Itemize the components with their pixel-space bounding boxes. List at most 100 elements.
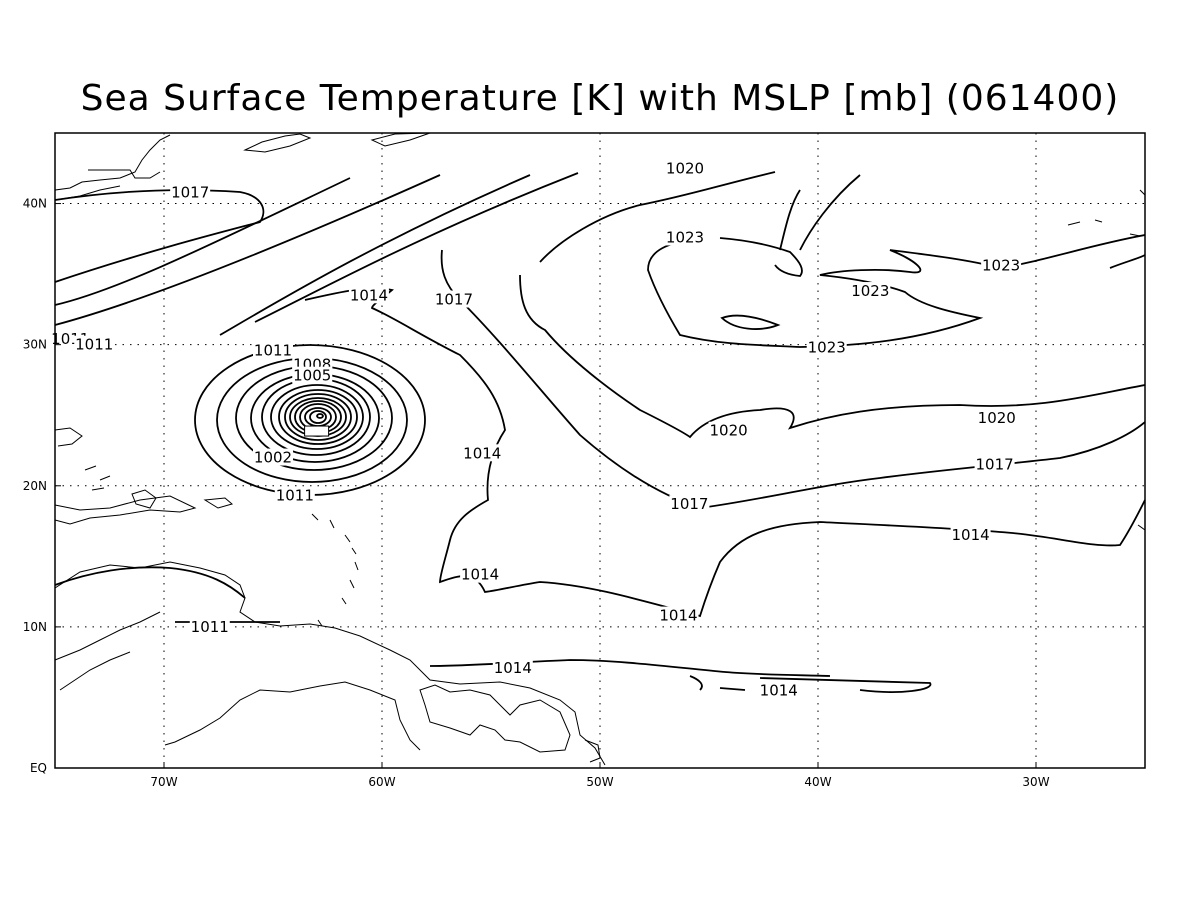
coast-hispaniola bbox=[131, 489, 157, 509]
contour-label: 1020 bbox=[665, 159, 706, 177]
coastlines bbox=[54, 132, 1146, 766]
contour-label: 1014 bbox=[348, 286, 389, 304]
contour-label: 1023 bbox=[981, 256, 1022, 275]
contour-label-bg bbox=[806, 338, 847, 356]
coast-guyana bbox=[419, 684, 571, 753]
contour-label: 1011 bbox=[74, 335, 115, 354]
tick-label-lat: 30N bbox=[23, 338, 47, 352]
map-frame bbox=[54, 132, 1146, 769]
contour-label-text: 1014 bbox=[494, 659, 532, 677]
tick-label-lat: 10N bbox=[23, 620, 47, 634]
contour-label: 1017 bbox=[669, 495, 710, 513]
contour-label-text: 1020 bbox=[666, 159, 704, 177]
coast-puerto-rico bbox=[203, 497, 234, 509]
contour-label-text: 1017 bbox=[670, 495, 708, 513]
tick-label-lon: 70W bbox=[150, 775, 177, 789]
contour-label: 1011 bbox=[274, 486, 315, 505]
contour-label-text: 1023 bbox=[851, 282, 889, 300]
contour-label-text: 1014 bbox=[952, 526, 990, 544]
contour-label: 1020 bbox=[976, 409, 1017, 427]
coast-azores bbox=[1067, 219, 1141, 237]
contour-label-bg bbox=[850, 282, 891, 300]
coast-africa-edge bbox=[1137, 189, 1146, 531]
contour-label-bg bbox=[189, 617, 230, 635]
coast-panama bbox=[54, 611, 161, 691]
contour-label-bg bbox=[292, 366, 333, 384]
tick-label-lat: 20N bbox=[23, 479, 47, 493]
contour-label: 1011 bbox=[189, 617, 230, 636]
contour-label-text: 1017 bbox=[435, 291, 473, 309]
contour-label: 1017 bbox=[974, 455, 1015, 474]
contour-label-bg bbox=[974, 455, 1015, 473]
coast-florida bbox=[54, 427, 83, 447]
contour-label-bg bbox=[981, 256, 1022, 274]
contour-label: 1023 bbox=[806, 338, 847, 356]
contour-label-text: 1005 bbox=[293, 367, 331, 385]
contour-label-bg bbox=[348, 286, 389, 304]
coast-newfoundland bbox=[370, 132, 431, 147]
contour-label: 1023 bbox=[665, 228, 706, 246]
coast-brazil-tip bbox=[584, 739, 601, 763]
contour-label: 1014 bbox=[658, 606, 699, 625]
contour-label-bg bbox=[170, 183, 211, 201]
contour-label: 1017 bbox=[170, 183, 211, 201]
contour-label-bg bbox=[253, 341, 293, 359]
contour-label-bg bbox=[658, 606, 699, 624]
contour-label-text: 1014 bbox=[760, 681, 798, 699]
contour-label-bg bbox=[758, 681, 799, 699]
coast-venezuela bbox=[164, 681, 421, 751]
contour-label: 1005 bbox=[292, 366, 333, 385]
contour-label-text: 1011 bbox=[254, 341, 292, 359]
contour-label-text: 1011 bbox=[276, 487, 314, 505]
contour-label-bg bbox=[665, 159, 706, 177]
contour-label: 1014 bbox=[462, 444, 503, 462]
contour-label-text: 1017 bbox=[171, 183, 209, 201]
contour-label: 1014 bbox=[758, 681, 799, 699]
contour-label-text: 1020 bbox=[978, 409, 1016, 427]
contour-label-bg bbox=[274, 486, 315, 504]
contour-label: 1011 bbox=[253, 341, 293, 359]
contour-label-text: 1014 bbox=[350, 286, 388, 304]
coast-bahamas bbox=[84, 465, 111, 491]
tick-label-lon: 30W bbox=[1022, 775, 1049, 789]
contour-label-text: 1017 bbox=[975, 456, 1013, 474]
contour-label-text: 1014 bbox=[659, 607, 697, 625]
contour-label-bg bbox=[669, 495, 710, 513]
contour-label-text: 1020 bbox=[710, 422, 748, 440]
map-title: Sea Surface Temperature [K] with MSLP [m… bbox=[80, 78, 1120, 119]
coast-lesser-antilles bbox=[311, 513, 359, 627]
tick-label-lat: EQ bbox=[30, 761, 47, 775]
low-center-marker bbox=[304, 425, 330, 437]
contour-label-bg bbox=[460, 565, 501, 583]
contour-label-text: 1014 bbox=[463, 444, 501, 462]
contour-label-text: 1011 bbox=[191, 618, 229, 636]
contour-label-bg bbox=[253, 448, 293, 466]
tick-label-lat: 40N bbox=[23, 197, 47, 211]
contour-label-bg bbox=[433, 290, 474, 308]
contour-label-text: 1023 bbox=[808, 338, 846, 356]
contour-label: 1020 bbox=[708, 421, 749, 440]
contour-label-text: 1023 bbox=[666, 228, 704, 246]
contour-label: 1014 bbox=[950, 526, 991, 544]
contour-label-bg bbox=[976, 409, 1017, 427]
contour-label-bg bbox=[708, 421, 749, 439]
contour-label-bg bbox=[492, 658, 533, 676]
contour-label-bg bbox=[665, 228, 706, 246]
contour-label: 1014 bbox=[460, 565, 501, 584]
coast-cuba bbox=[54, 495, 197, 525]
tick-label-lon: 50W bbox=[586, 775, 613, 789]
tick-label-lon: 60W bbox=[368, 775, 395, 789]
coast-cape-cod bbox=[88, 169, 161, 179]
contour-label: 1017 bbox=[433, 290, 474, 309]
contour-label: 1014 bbox=[492, 658, 533, 677]
contour-label: 1002 bbox=[253, 448, 293, 467]
contour-label-text: 1011 bbox=[75, 336, 113, 354]
grid-lines bbox=[55, 133, 1145, 768]
tick-label-lon: 40W bbox=[804, 775, 831, 789]
contour-label: 1023 bbox=[850, 282, 891, 300]
contour-label-bg bbox=[462, 444, 503, 462]
contour-label-text: 1023 bbox=[982, 257, 1020, 275]
tick-labels: 70W 60W 50W 40W 30W EQ 10N 20N 30N 40N bbox=[23, 197, 1050, 789]
